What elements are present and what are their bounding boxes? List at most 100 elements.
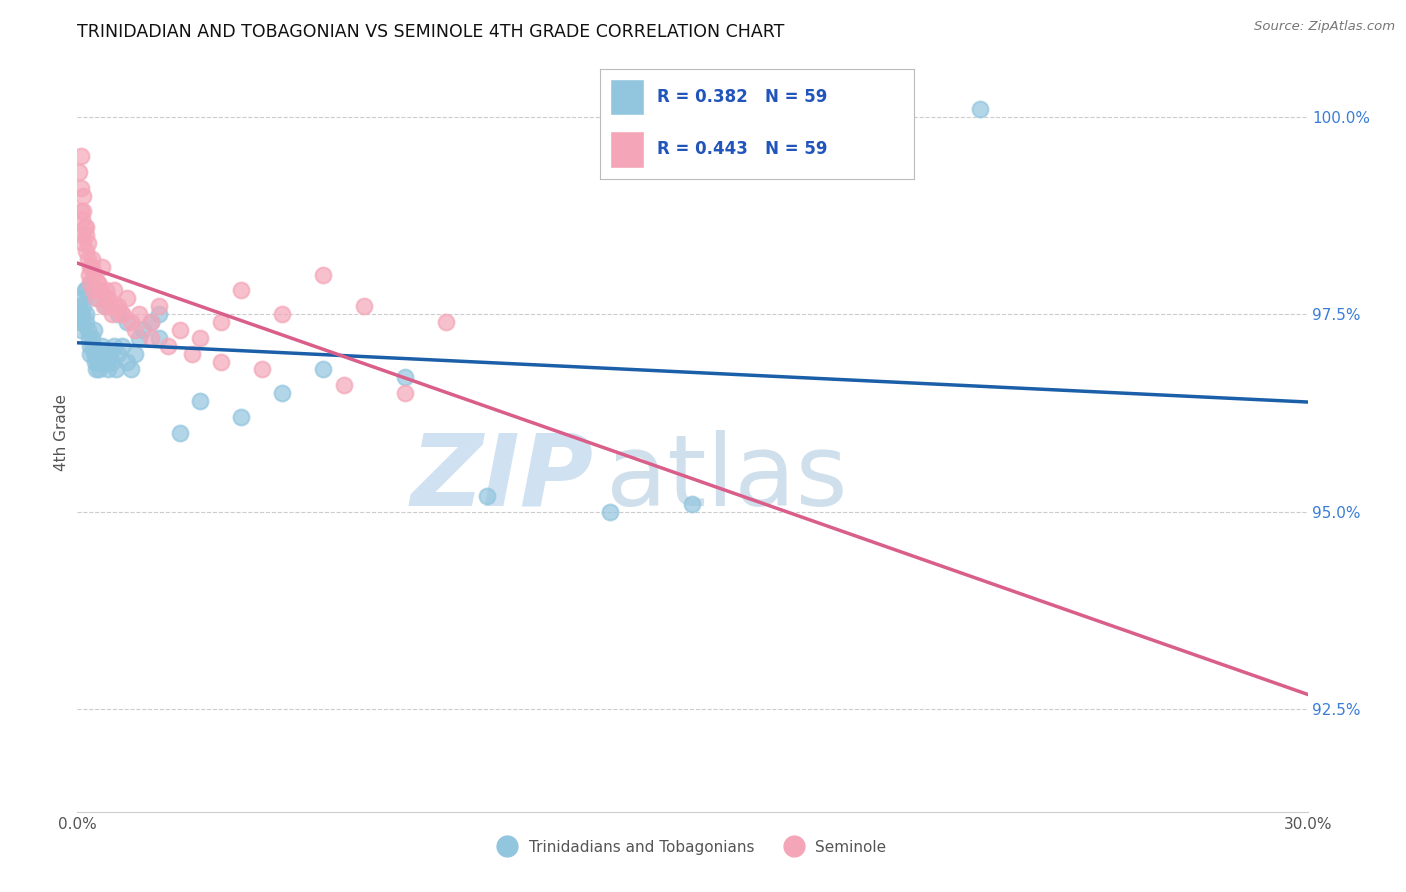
Point	[353, 299, 375, 313]
Point	[75, 315, 97, 329]
Point	[70, 323, 93, 337]
Point	[111, 307, 134, 321]
Point	[103, 339, 125, 353]
Point	[682, 497, 704, 511]
Point	[89, 354, 111, 368]
Point	[93, 299, 115, 313]
Y-axis label: 4th Grade: 4th Grade	[53, 394, 69, 471]
Point	[111, 307, 134, 321]
Point	[115, 291, 138, 305]
Point	[76, 252, 98, 266]
Point	[124, 323, 146, 337]
Point	[124, 346, 146, 360]
Text: ZIP: ZIP	[411, 430, 595, 526]
Point	[86, 346, 108, 360]
Point	[79, 276, 101, 290]
Point	[82, 339, 104, 353]
Point	[72, 188, 94, 202]
Point	[103, 284, 125, 298]
Point	[312, 268, 335, 282]
Point	[70, 307, 93, 321]
Point	[94, 299, 117, 313]
Point	[169, 323, 191, 337]
Point	[169, 425, 191, 440]
Point	[107, 346, 129, 360]
Point	[120, 315, 142, 329]
Point	[76, 323, 98, 337]
Point	[115, 354, 138, 368]
Point	[73, 220, 96, 235]
Point	[87, 362, 110, 376]
Point	[75, 220, 97, 235]
Point	[188, 394, 212, 409]
Point	[87, 276, 110, 290]
Point	[93, 346, 115, 360]
Point	[101, 354, 124, 368]
Point	[79, 346, 101, 360]
Point	[90, 339, 114, 353]
Point	[87, 291, 110, 305]
Point	[83, 323, 105, 337]
Point	[69, 315, 91, 329]
Point	[75, 284, 97, 298]
Point	[94, 291, 117, 305]
Point	[72, 235, 94, 250]
Point	[70, 315, 93, 329]
Point	[79, 260, 101, 274]
Point	[599, 505, 621, 519]
Point	[107, 299, 129, 313]
Point	[89, 284, 111, 298]
Point	[73, 284, 96, 298]
Point	[394, 370, 416, 384]
Point	[156, 339, 179, 353]
Point	[79, 276, 101, 290]
Point	[80, 331, 103, 345]
Point	[132, 323, 155, 337]
Point	[271, 307, 294, 321]
Point	[271, 386, 294, 401]
Point	[70, 204, 93, 219]
Text: atlas: atlas	[606, 430, 848, 526]
Point	[69, 181, 91, 195]
Point	[97, 291, 120, 305]
Point	[72, 204, 94, 219]
Point	[148, 299, 170, 313]
Point	[77, 268, 100, 282]
Point	[188, 331, 212, 345]
Point	[312, 362, 335, 376]
Point	[70, 228, 93, 243]
Point	[87, 354, 110, 368]
Point	[67, 299, 90, 313]
Point	[80, 260, 103, 274]
Point	[94, 284, 117, 298]
Point	[70, 212, 93, 227]
Point	[477, 489, 499, 503]
Point	[75, 307, 97, 321]
Point	[75, 228, 97, 243]
Point	[209, 354, 232, 368]
Point	[84, 362, 107, 376]
Point	[250, 362, 273, 376]
Point	[120, 362, 142, 376]
Point	[128, 307, 150, 321]
Point	[101, 307, 124, 321]
Point	[128, 331, 150, 345]
Point	[333, 378, 356, 392]
Point	[84, 291, 107, 305]
Legend: Trinidadians and Tobagonians, Seminole: Trinidadians and Tobagonians, Seminole	[492, 833, 893, 861]
Point	[231, 284, 253, 298]
Point	[115, 315, 138, 329]
Point	[394, 386, 416, 401]
Point	[148, 307, 170, 321]
Point	[141, 315, 163, 329]
Point	[181, 346, 204, 360]
Point	[148, 331, 170, 345]
Point	[87, 276, 110, 290]
Point	[141, 315, 163, 329]
Point	[80, 252, 103, 266]
Point	[70, 149, 93, 163]
Point	[103, 299, 125, 313]
Point	[141, 331, 163, 345]
Point	[94, 354, 117, 368]
Point	[90, 260, 114, 274]
